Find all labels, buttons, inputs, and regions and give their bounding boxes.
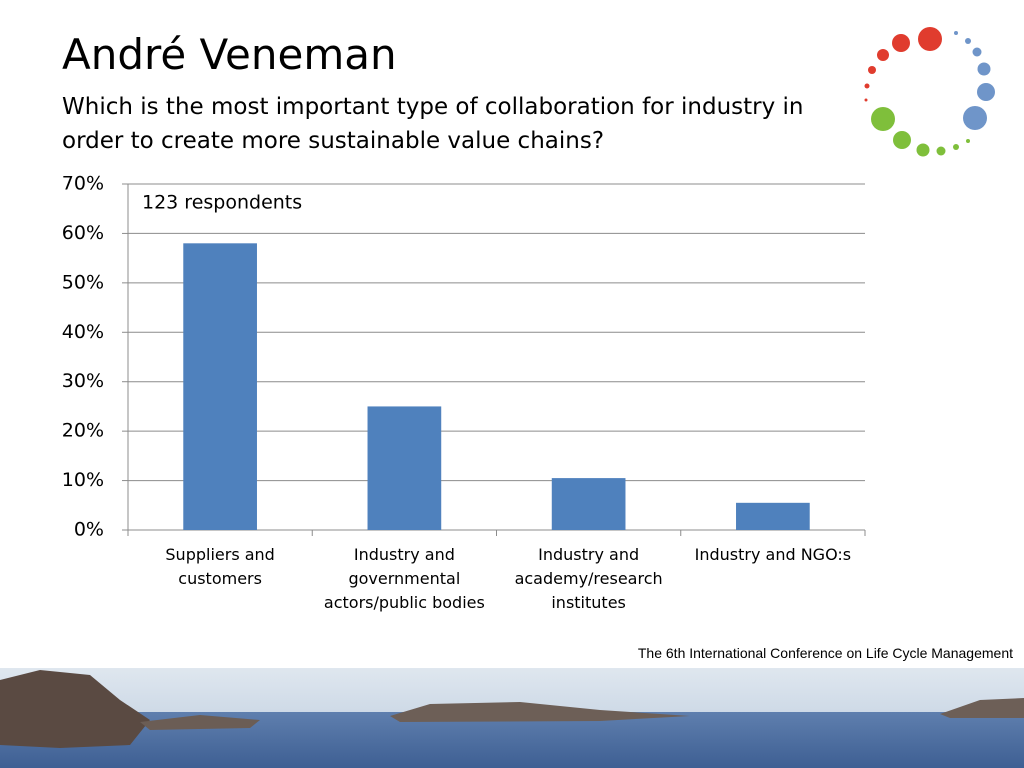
y-tick-label: 30% [62,370,104,392]
x-tick-label: Suppliers and customers [165,545,275,588]
y-tick-label: 20% [62,420,104,442]
slide-title: André Veneman [62,30,397,79]
slide-subtitle: Which is the most important type of coll… [62,94,804,154]
bar [183,243,257,531]
y-tick-label: 60% [62,222,104,244]
footer: The 6th International Conference on Life… [637,645,1013,661]
x-tick-label: Industry and governmental actors/public … [323,545,485,612]
photo-band [0,668,1024,768]
bar [551,478,626,530]
logo [864,27,995,157]
y-tick-label: 0% [74,519,104,541]
bar [367,406,442,530]
y-tick-label: 10% [62,469,104,491]
annotation: 123 respondents [142,192,302,214]
y-tick-label: 70% [62,173,104,195]
x-tick-label: Industry and NGO:s [694,545,852,564]
bar [736,502,810,530]
y-tick-label: 40% [62,321,104,343]
x-tick-label: Industry and academy/research institutes [514,545,663,612]
y-tick-label: 50% [62,271,104,293]
